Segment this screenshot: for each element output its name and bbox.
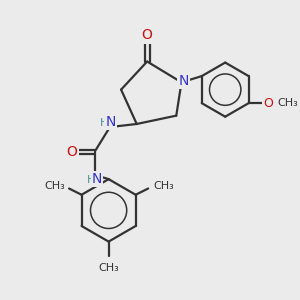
Text: O: O <box>67 145 78 159</box>
Text: CH₃: CH₃ <box>44 182 65 191</box>
Text: O: O <box>263 97 273 110</box>
Text: CH₃: CH₃ <box>153 182 174 191</box>
Text: CH₃: CH₃ <box>278 98 298 108</box>
Text: N: N <box>92 172 102 186</box>
Text: CH₃: CH₃ <box>98 263 119 274</box>
Text: H: H <box>87 175 95 185</box>
Text: O: O <box>142 28 153 43</box>
Text: H: H <box>100 118 109 128</box>
Text: N: N <box>178 74 189 88</box>
Text: N: N <box>106 115 116 129</box>
